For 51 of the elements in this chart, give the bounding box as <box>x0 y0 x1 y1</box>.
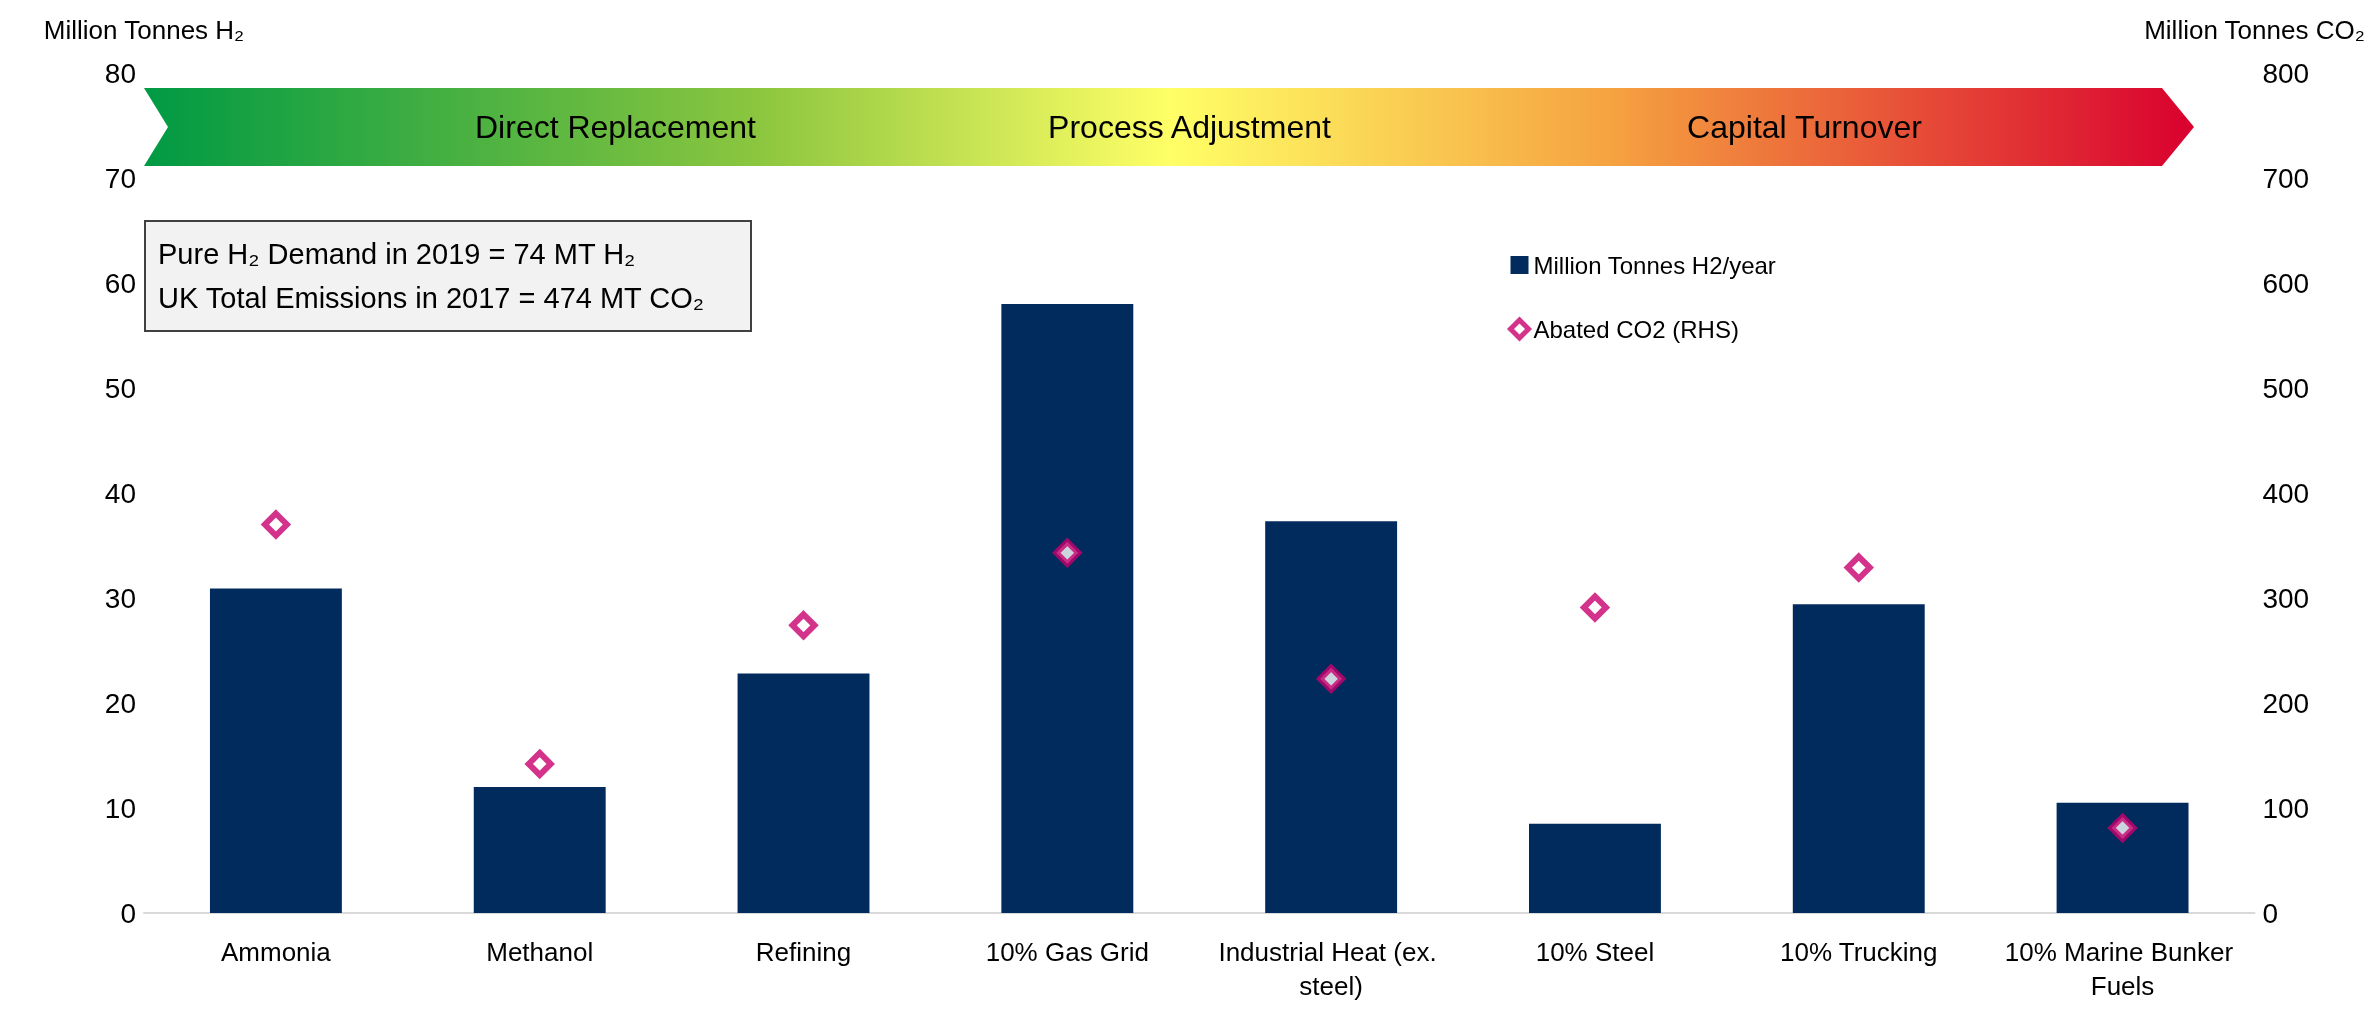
y2-tick-label: 200 <box>2262 687 2310 719</box>
bar <box>1528 823 1661 913</box>
x-tick-label: Methanol <box>486 937 594 967</box>
point <box>1844 553 1873 582</box>
bar <box>209 588 342 913</box>
y-tick-label: 0 <box>120 897 136 929</box>
point <box>1580 593 1609 622</box>
y2-tick-label: 400 <box>2262 477 2310 509</box>
annotation: Capital Turnover <box>1687 108 1922 146</box>
legend-label: Abated CO2 (RHS) <box>1533 315 1739 343</box>
annotation: UK Total Emissions in 2017 = 474 MT CO₂ <box>158 281 706 316</box>
y-tick-label: 40 <box>104 477 136 509</box>
y-tick-label: 50 <box>104 372 136 404</box>
x-tick-label: 10% Steel <box>1535 937 1655 967</box>
x-tick-label: 10% Gas Grid <box>985 937 1149 967</box>
x-tick-label: Industrial Heat (ex. steel) <box>1218 937 1444 1001</box>
x-tick-label: 10% Marine Bunker Fuels <box>2004 937 2241 1001</box>
y2-tick-label: 300 <box>2262 582 2310 614</box>
point <box>2108 813 2137 842</box>
x-tick-label: Refining <box>755 937 852 967</box>
x-tick-label: 10% Trucking <box>1779 937 1938 967</box>
bar <box>1792 604 1925 913</box>
point <box>1317 664 1346 693</box>
point <box>789 611 818 640</box>
bar <box>473 787 606 913</box>
y2-tick-label: 700 <box>2262 162 2310 194</box>
legend-label: Million Tonnes H2/year <box>1533 251 1776 279</box>
y-axis-title: Million Tonnes H₂ <box>43 15 245 45</box>
point <box>261 510 290 539</box>
y2-tick-label: 100 <box>2262 792 2310 824</box>
point <box>1053 538 1082 567</box>
y2-tick-label: 0 <box>2262 897 2279 929</box>
annotation: Process Adjustment <box>1048 108 1331 146</box>
y-tick-label: 80 <box>104 57 136 89</box>
y2-axis-title: Million Tonnes CO₂ <box>2144 15 2365 45</box>
y-tick-label: 70 <box>104 162 136 194</box>
bar <box>2056 802 2189 913</box>
y-tick-label: 20 <box>104 687 136 719</box>
bar <box>1001 304 1134 913</box>
annotation: Direct Replacement <box>475 108 756 146</box>
y-tick-label: 10 <box>104 792 136 824</box>
y2-tick-label: 500 <box>2262 372 2310 404</box>
bar <box>737 673 870 913</box>
annotation: Pure H₂ Demand in 2019 = 74 MT H₂ <box>158 237 637 272</box>
y2-tick-label: 600 <box>2262 267 2310 299</box>
y-tick-label: 60 <box>104 267 136 299</box>
bar <box>1265 521 1398 913</box>
point <box>525 749 554 778</box>
y2-tick-label: 800 <box>2262 57 2310 89</box>
x-tick-label: Ammonia <box>220 937 332 967</box>
y-tick-label: 30 <box>104 582 136 614</box>
